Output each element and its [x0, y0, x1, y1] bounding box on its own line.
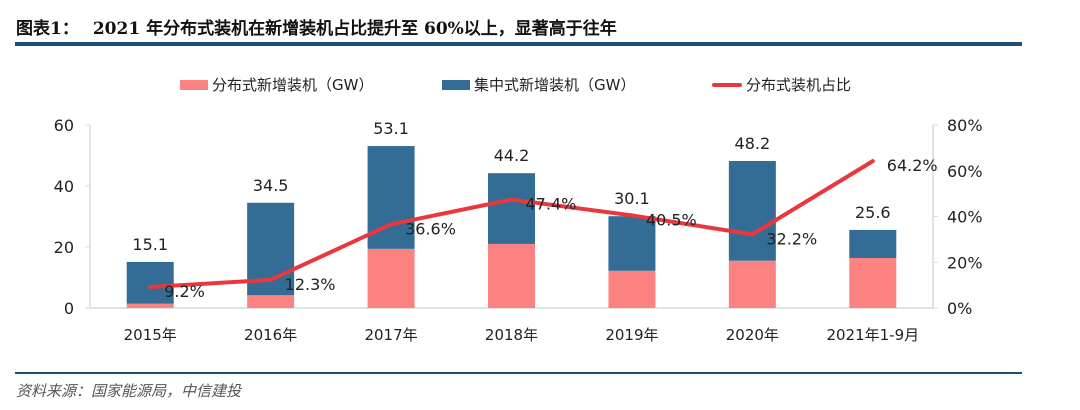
- left-tick-label: 60: [54, 116, 74, 135]
- bar-total-label: 15.1: [132, 235, 168, 254]
- right-tick-label: 60%: [947, 162, 983, 181]
- right-tick-label: 0%: [947, 299, 972, 318]
- x-tick-label: 2018年: [485, 326, 538, 344]
- source-note: 资料来源：国家能源局，中信建投: [16, 382, 242, 400]
- bar-total-label: 25.6: [855, 203, 891, 222]
- legend-item-centralized: 集中式新增装机（GW）: [442, 74, 635, 95]
- left-tick-label: 40: [54, 177, 74, 196]
- bar-centralized: [126, 261, 174, 304]
- x-tick-label: 2016年: [244, 326, 297, 344]
- bar-total-label: 44.2: [494, 146, 530, 165]
- x-tick-label: 2021年1-9月: [826, 326, 919, 344]
- left-tick-label: 20: [54, 238, 74, 257]
- share-label: 32.2%: [766, 229, 817, 248]
- figure-title-text: 2021 年分布式装机在新增装机占比提升至 60%以上，显著高于往年: [92, 19, 617, 39]
- legend-item-share: 分布式装机占比: [712, 74, 851, 95]
- bar-centralized: [849, 229, 897, 258]
- bar-total-label: 48.2: [735, 134, 771, 153]
- bar-distributed: [367, 248, 415, 308]
- bar-total-label: 30.1: [614, 189, 650, 208]
- legend-label-centralized: 集中式新增装机（GW）: [474, 76, 636, 94]
- left-tick-label: 0: [64, 299, 74, 318]
- legend-label-share: 分布式装机占比: [746, 76, 852, 94]
- bar-distributed: [849, 257, 897, 308]
- share-label: 40.5%: [646, 210, 697, 229]
- x-tick-label: 2019年: [605, 326, 658, 344]
- bar-centralized: [488, 173, 535, 244]
- bar-total-label: 34.5: [253, 176, 289, 195]
- legend-item-distributed: 分布式新增装机（GW）: [180, 74, 373, 95]
- legend-label-distributed: 分布式新增装机（GW）: [212, 76, 374, 94]
- bar-distributed: [488, 243, 535, 308]
- bar-distributed: [126, 303, 174, 308]
- legend-swatch-share: [712, 82, 742, 87]
- header-rule: [15, 42, 1022, 46]
- bar-centralized: [728, 160, 776, 261]
- share-label: 12.3%: [285, 275, 336, 294]
- chart-legend: 分布式新增装机（GW） 集中式新增装机（GW） 分布式装机占比: [0, 74, 1080, 98]
- share-label: 64.2%: [887, 156, 938, 175]
- legend-swatch-distributed: [180, 79, 208, 90]
- share-label: 9.2%: [164, 282, 205, 301]
- figure-label: 图表1：: [16, 19, 79, 39]
- footer-rule: [15, 372, 1022, 374]
- legend-swatch-centralized: [442, 79, 470, 90]
- x-tick-label: 2020年: [726, 326, 779, 344]
- share-label: 47.4%: [526, 195, 577, 214]
- bar-distributed: [608, 270, 656, 308]
- bar-centralized: [608, 216, 656, 271]
- bar-total-label: 53.1: [373, 119, 409, 138]
- right-tick-label: 40%: [947, 208, 983, 227]
- bar-distributed: [247, 295, 295, 308]
- x-tick-label: 2015年: [124, 326, 177, 344]
- x-tick-label: 2017年: [364, 326, 417, 344]
- bar-distributed: [728, 260, 776, 308]
- share-label: 36.6%: [405, 219, 456, 238]
- right-tick-label: 20%: [947, 253, 983, 272]
- figure-title: 图表1： 2021 年分布式装机在新增装机占比提升至 60%以上，显著高于往年: [16, 14, 617, 39]
- right-tick-label: 80%: [947, 116, 983, 135]
